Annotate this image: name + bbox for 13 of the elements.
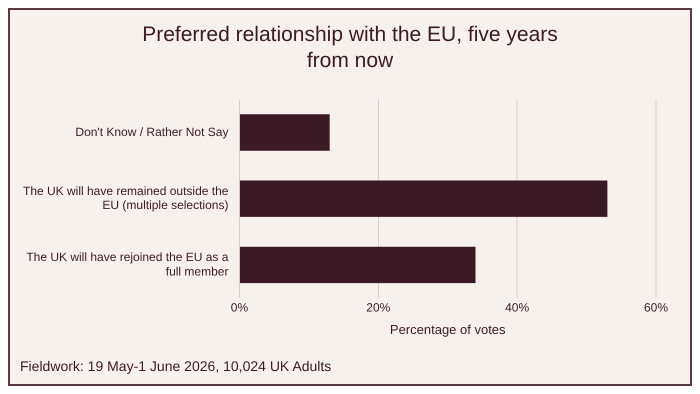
y-tick-label: The UK will have rejoined the EU as a full member — [26, 250, 229, 278]
x-axis-title: Percentage of votes — [390, 322, 506, 337]
x-tick-label: 0% — [230, 300, 248, 315]
x-tick-label: 60% — [644, 300, 668, 315]
x-tick-label: 40% — [505, 300, 530, 315]
text: Fieldwork: 19 May-1 June 2026, 10,024 UK Adults — [20, 358, 332, 374]
y-tick-label: Don't Know / Rather Not Say — [75, 124, 228, 139]
bar — [240, 246, 476, 284]
chart-title: Preferred relationship with the EU, five years from now — [141, 22, 559, 74]
y-tick-label: The UK will have remained outside the EU (multiple selections) — [22, 184, 229, 212]
bar — [240, 114, 330, 151]
bar — [240, 180, 608, 217]
x-tick-label: 20% — [366, 300, 391, 315]
